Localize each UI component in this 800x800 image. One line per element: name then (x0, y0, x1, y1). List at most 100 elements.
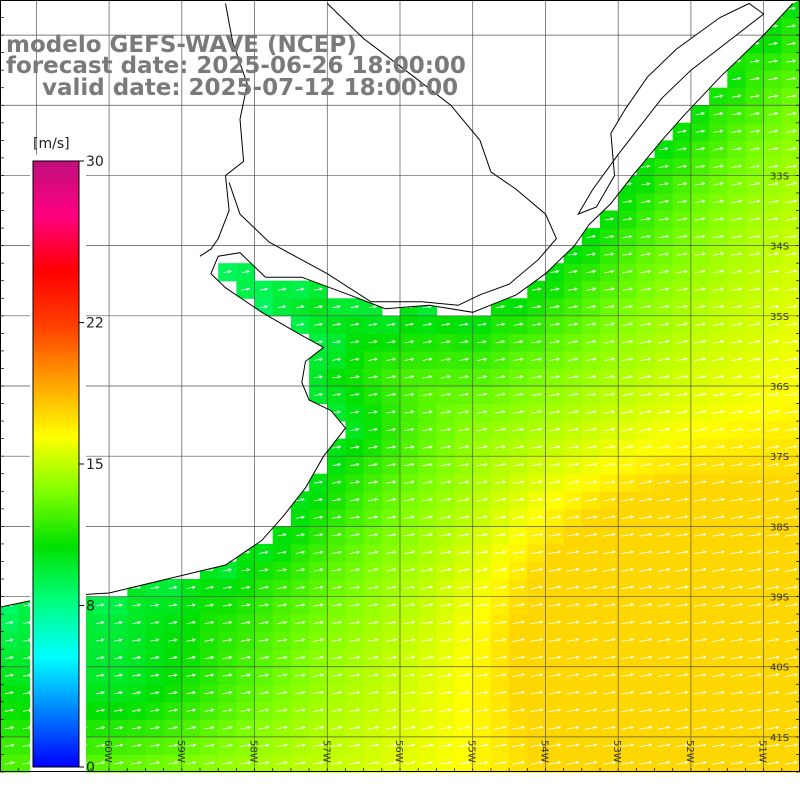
wind-arrow (331, 585, 343, 590)
wind-arrow (513, 392, 524, 397)
wind-arrow (332, 445, 342, 449)
wind-arrow (422, 550, 434, 554)
wind-arrow (403, 743, 416, 748)
wind-arrow (314, 322, 324, 327)
wind-arrow (476, 427, 488, 432)
wind-arrow (386, 445, 397, 449)
wind-arrow (403, 603, 416, 607)
wind-arrow (186, 691, 197, 695)
wind-arrow (694, 410, 707, 414)
wind-arrow (548, 620, 562, 625)
wind-arrow (567, 357, 579, 361)
wind-arrow (603, 655, 616, 660)
wind-arrow (422, 427, 433, 432)
colorbar-tick-label: 15 (86, 457, 104, 473)
wind-arrow (114, 656, 124, 660)
wind-arrow (385, 725, 398, 730)
wind-arrow (604, 269, 615, 274)
wind-arrow (621, 462, 634, 467)
wind-arrow (731, 199, 743, 204)
wind-arrow (621, 743, 635, 748)
wind-arrow (4, 691, 15, 695)
wind-arrow (349, 550, 361, 554)
wind-arrow (749, 129, 761, 133)
wind-arrow (603, 708, 616, 713)
wind-arrow (603, 427, 616, 432)
wind-arrow (766, 462, 780, 467)
wind-arrow (330, 743, 343, 747)
wind-arrow (331, 708, 343, 712)
wind-arrow (258, 726, 270, 730)
wind-arrow (712, 375, 725, 379)
wind-arrow (693, 673, 707, 677)
wind-arrow (766, 445, 780, 449)
wind-arrow (512, 638, 526, 642)
wind-arrow (657, 480, 671, 484)
wind-arrow (277, 305, 287, 309)
wind-arrow (603, 673, 616, 677)
wind-arrow (748, 638, 762, 642)
wind-arrow (4, 743, 15, 748)
wind-arrow (350, 305, 360, 309)
wind-arrow (494, 708, 507, 712)
longitude-label: 52W (684, 740, 695, 763)
wind-arrow (367, 655, 379, 660)
wind-arrow (512, 725, 526, 730)
wind-arrow (367, 673, 379, 677)
wind-arrow (641, 164, 651, 169)
wind-arrow (439, 690, 452, 695)
wind-arrow (675, 620, 689, 625)
wind-arrow (748, 462, 762, 467)
wind-arrow (548, 515, 562, 519)
wind-arrow (530, 550, 544, 555)
wind-arrow (712, 287, 725, 291)
wind-arrow (204, 691, 215, 695)
wind-arrow (731, 252, 743, 256)
wind-arrow (749, 94, 760, 98)
wind-arrow (385, 603, 397, 607)
wind-arrow (313, 533, 324, 537)
wind-arrow (584, 515, 598, 520)
wind-arrow (530, 743, 544, 748)
wind-arrow (332, 462, 342, 467)
wind-arrow (748, 673, 762, 677)
wind-arrow (695, 182, 706, 186)
wind-arrow (639, 743, 653, 748)
wind-arrow (368, 375, 379, 379)
wind-arrow (748, 445, 762, 449)
wind-arrow (766, 550, 780, 555)
wind-arrow (258, 673, 270, 677)
wind-arrow (767, 217, 779, 221)
wind-arrow (731, 147, 743, 151)
wind-arrow (603, 445, 616, 449)
wind-arrow (748, 532, 762, 537)
wind-arrow (350, 340, 360, 344)
wind-arrow (658, 339, 670, 344)
wind-arrow (658, 410, 671, 414)
wind-arrow (295, 498, 305, 502)
wind-arrow (695, 129, 706, 133)
wind-arrow (168, 726, 179, 730)
longitude-label: 59W (175, 740, 186, 763)
wind-arrow (766, 690, 780, 695)
wind-arrow (784, 655, 798, 660)
wind-arrow (585, 392, 597, 397)
wind-arrow (676, 392, 689, 397)
wind-arrow (350, 322, 360, 327)
wind-arrow (367, 638, 379, 642)
wind-arrow (421, 655, 434, 660)
wind-arrow (732, 76, 742, 81)
wind-arrow (132, 656, 142, 660)
wind-arrow (186, 655, 197, 660)
wind-arrow (603, 585, 616, 590)
wind-arrow (96, 603, 105, 607)
wind-arrow (404, 427, 415, 432)
wind-arrow (404, 445, 415, 449)
wind-arrow (476, 603, 489, 607)
wind-arrow (367, 690, 379, 695)
wind-arrow (603, 392, 616, 397)
wind-arrow (566, 515, 580, 519)
wind-arrow (586, 269, 597, 274)
wind-arrow (585, 357, 597, 361)
